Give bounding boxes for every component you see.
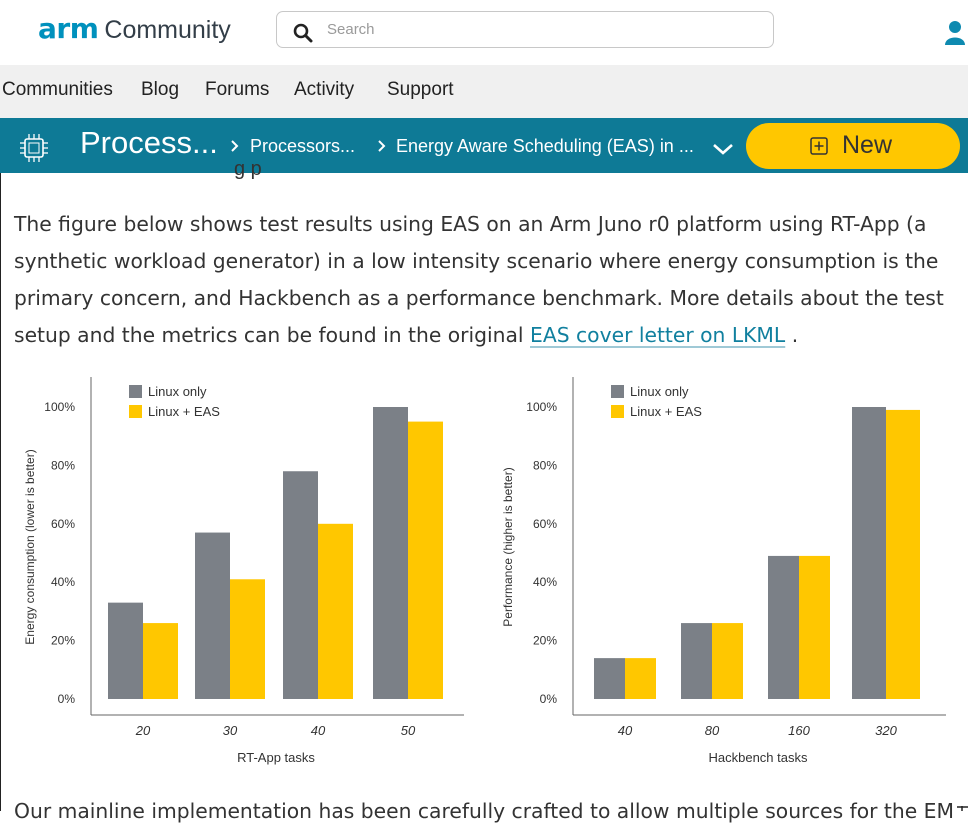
legend-swatch [129, 385, 142, 398]
bar-linux-only [283, 471, 318, 699]
bar-linux-eas [408, 421, 443, 699]
next-paragraph-text: Our mainline implementation has been car… [14, 799, 954, 823]
search-input[interactable] [327, 12, 757, 47]
x-tick-label: 40 [311, 723, 326, 738]
bar-linux-eas [712, 623, 743, 699]
bar-linux-only [108, 602, 143, 699]
x-tick-label: 30 [223, 723, 238, 738]
nav-forums[interactable]: Forums [205, 79, 270, 100]
chevron-down-icon[interactable] [710, 140, 736, 158]
y-tick-label: 40% [51, 575, 75, 589]
paragraph-text: The figure below shows test results usin… [14, 212, 944, 347]
x-tick-label: 40 [618, 723, 633, 738]
legend-swatch [611, 405, 624, 418]
arm-community-logo[interactable]: arm Community [38, 12, 231, 45]
x-axis-title: Hackbench tasks [709, 750, 808, 765]
nav-activity[interactable]: Activity [294, 79, 355, 100]
content-left-border [0, 173, 1, 811]
eas-results-figure: 0% 20% 40% 60% 80% 100% 20 30 40 50 Linux only Linu… [23, 377, 946, 765]
bar-linux-eas [799, 555, 830, 699]
bar-linux-eas [318, 523, 353, 699]
legend-swatch [611, 385, 624, 398]
legend-label: Linux only [630, 384, 689, 399]
y-tick-label: 80% [51, 458, 75, 472]
breadcrumb-title[interactable]: Process... [80, 125, 218, 160]
y-tick-label: 60% [51, 517, 75, 531]
new-button[interactable]: New [746, 123, 960, 169]
x-tick-label: 160 [788, 723, 810, 738]
search-icon[interactable] [293, 23, 313, 43]
bar-linux-eas [143, 623, 178, 699]
x-tick-label: 20 [135, 723, 151, 738]
legend-swatch [129, 405, 142, 418]
y-axis-title: Energy consumption (lower is better) [23, 449, 37, 644]
y-tick-label: 0% [540, 692, 558, 706]
y-tick-label: 20% [51, 634, 75, 648]
site-header: arm Community [0, 0, 968, 65]
breadcrumb-item-eas[interactable]: Energy Aware Scheduling (EAS) in ... [396, 136, 694, 156]
user-icon[interactable] [944, 20, 966, 46]
plus-square-icon [810, 137, 828, 155]
y-tick-label: 40% [533, 575, 557, 589]
main-nav: Communities Blog Forums Activity Support [0, 65, 968, 118]
y-axis-title: Performance (higher is better) [501, 467, 515, 626]
y-tick-label: 80% [533, 458, 557, 472]
bar-linux-only [373, 407, 408, 699]
chevron-right-icon [378, 140, 386, 152]
nav-blog[interactable]: Blog [141, 79, 180, 100]
bar-linux-only [768, 555, 799, 699]
processor-chip-icon [20, 134, 48, 162]
bar-linux-eas [625, 658, 656, 699]
resize-corner-icon [957, 806, 968, 811]
nav-communities[interactable]: Communities [2, 79, 113, 100]
paragraph-end: . [785, 323, 799, 347]
article-paragraph: The figure below shows test results usin… [14, 206, 960, 354]
breadcrumb-item-processors[interactable]: Processors... [250, 136, 356, 156]
search-box[interactable] [276, 11, 774, 48]
bar-linux-eas [886, 409, 920, 699]
y-tick-label: 100% [44, 400, 75, 414]
y-tick-label: 20% [533, 634, 557, 648]
y-tick-label: 0% [58, 692, 76, 706]
bar-linux-only [852, 407, 886, 699]
legend-label: Linux only [148, 384, 207, 399]
y-tick-label: 100% [526, 400, 557, 414]
bar-linux-only [195, 532, 230, 699]
bar-linux-only [594, 658, 625, 699]
logo-community-text: Community [104, 16, 231, 44]
legend-label: Linux + EAS [630, 404, 702, 419]
logo-arm-text: arm [38, 12, 99, 45]
clipped-heading-text: g p [234, 158, 262, 180]
bar-linux-eas [230, 579, 265, 699]
y-tick-label: 60% [533, 517, 557, 531]
x-tick-label: 50 [401, 723, 416, 738]
nav-support[interactable]: Support [387, 79, 454, 100]
eas-cover-letter-link[interactable]: EAS cover letter on LKML [530, 323, 786, 347]
new-button-label: New [842, 131, 893, 159]
chevron-right-icon [231, 140, 239, 152]
bar-linux-only [681, 623, 712, 699]
legend-label: Linux + EAS [148, 404, 220, 419]
x-axis-title: RT-App tasks [237, 750, 315, 765]
x-tick-label: 320 [875, 723, 897, 738]
x-tick-label: 80 [705, 723, 720, 738]
